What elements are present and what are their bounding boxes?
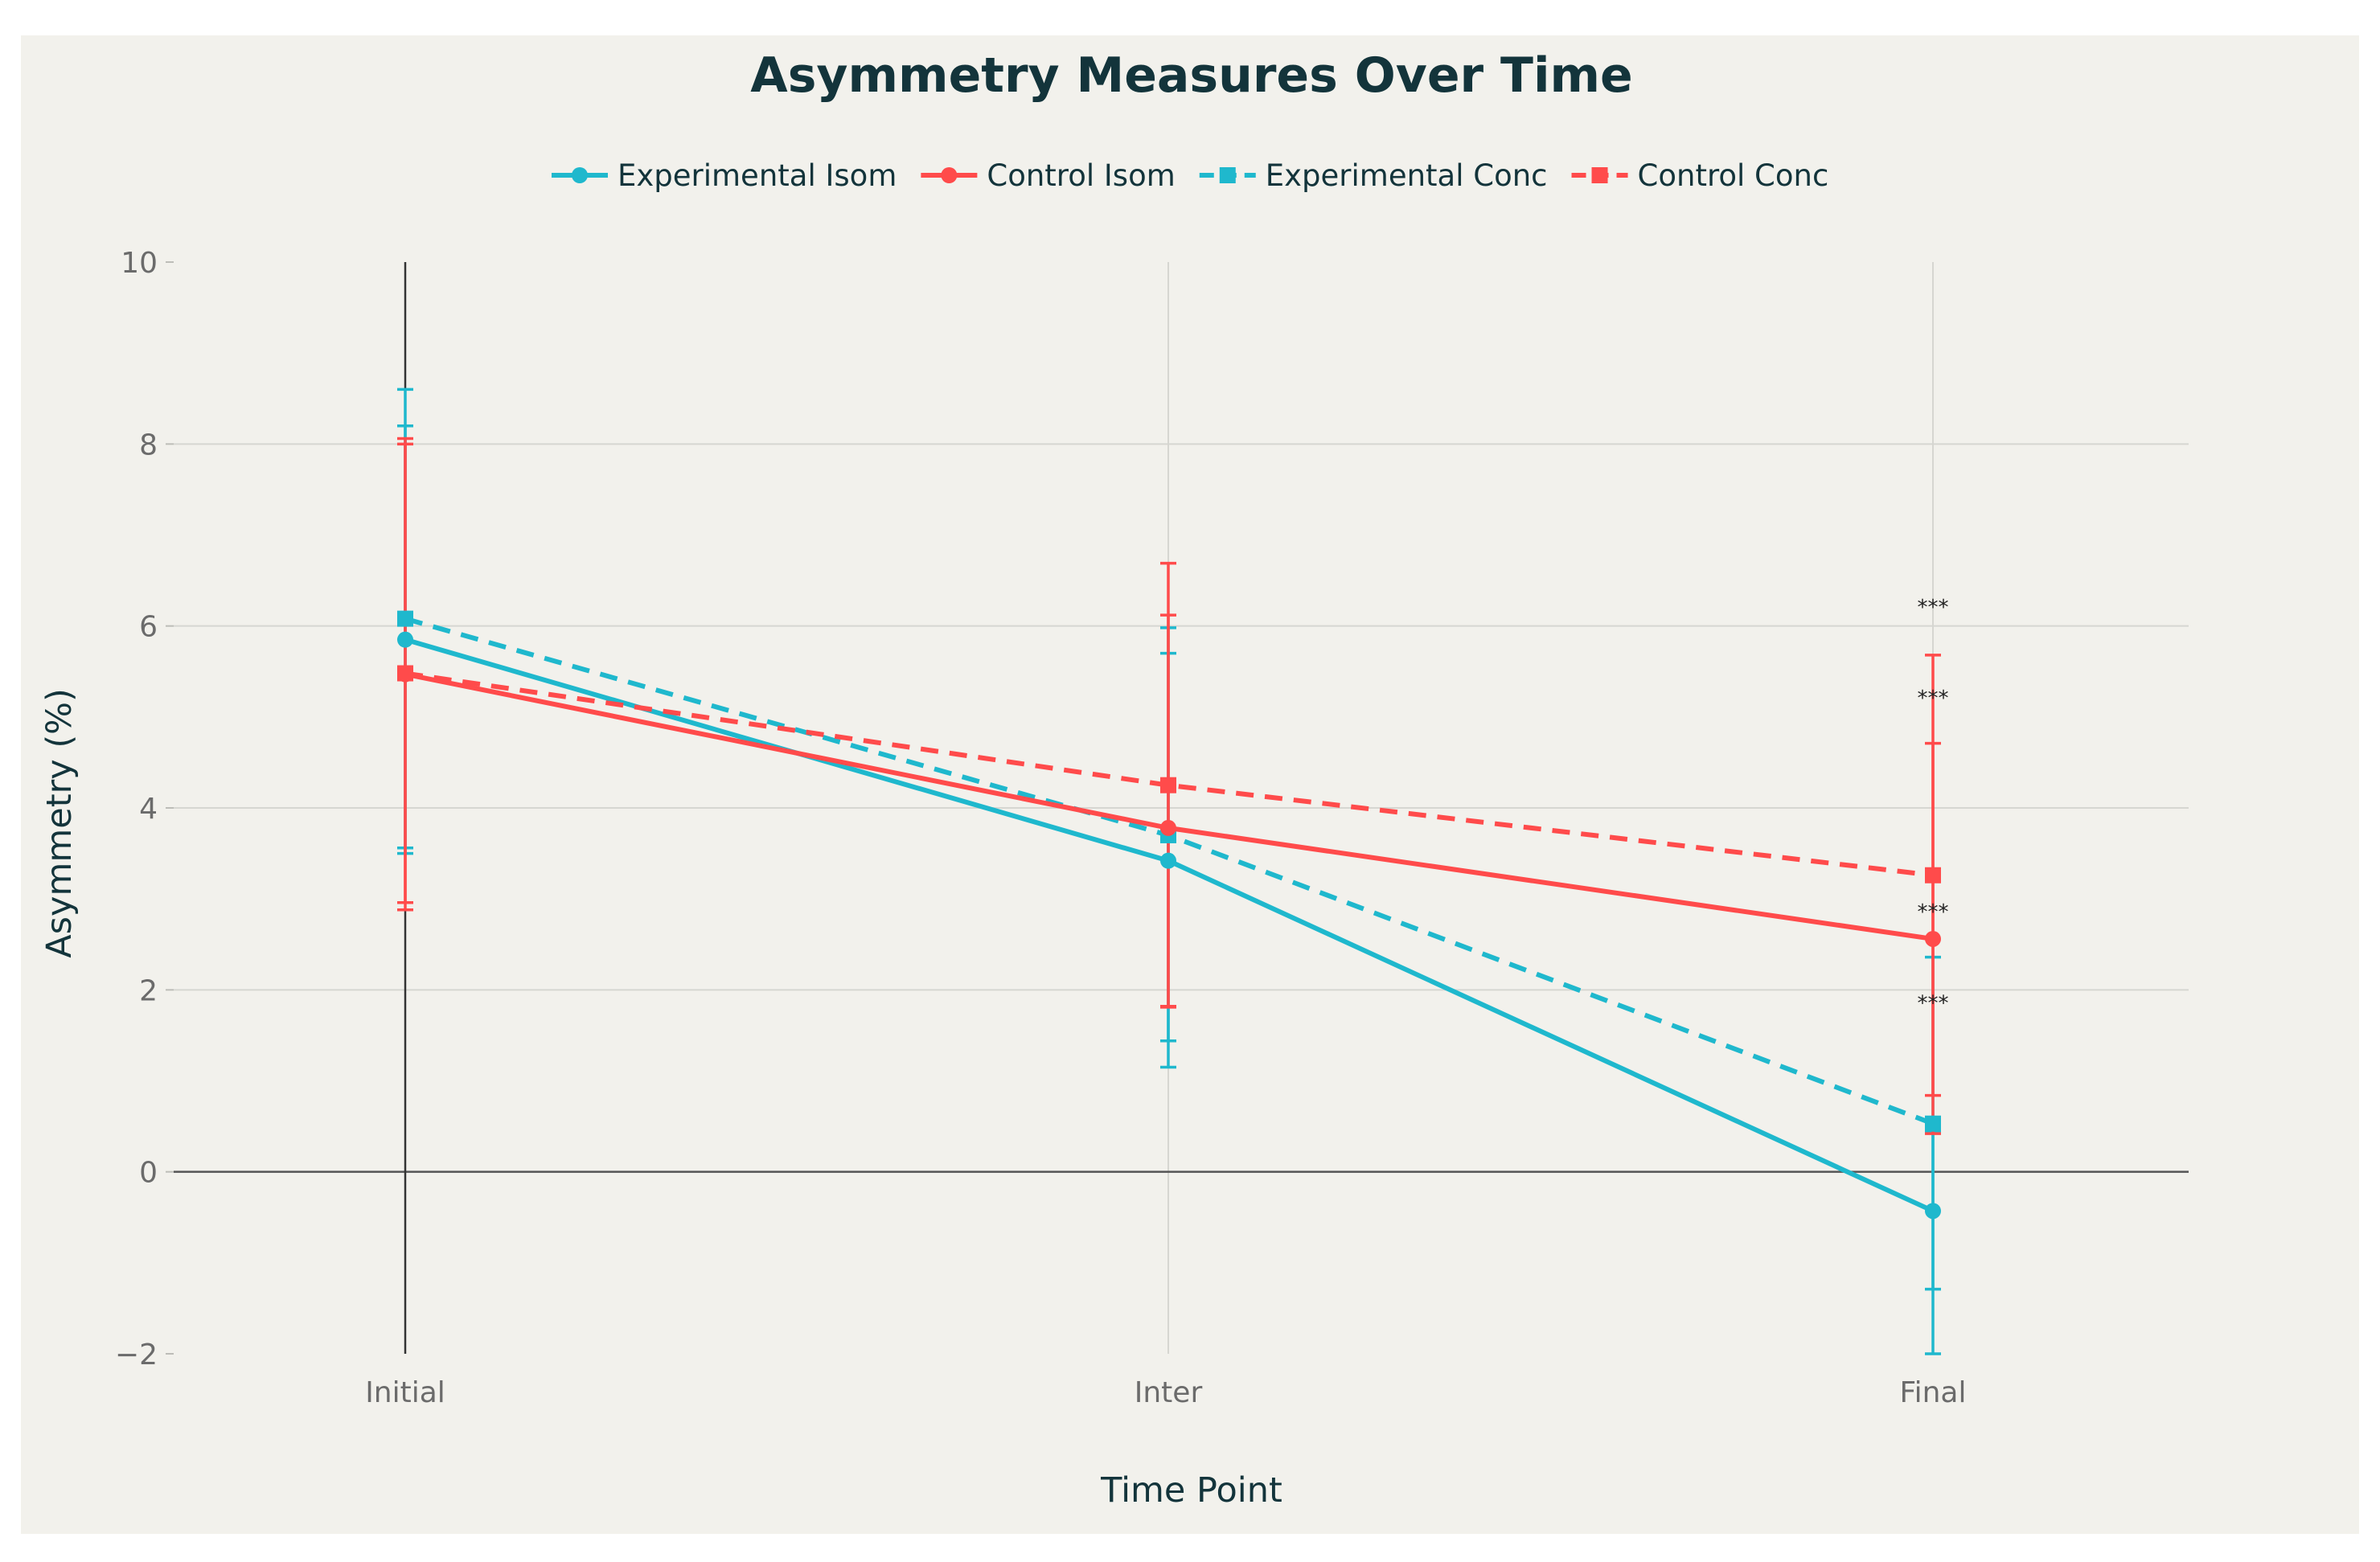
legend-item-experimental-isom: Experimental Isom — [552, 158, 897, 193]
legend-item-control-conc: Control Conc — [1571, 158, 1829, 193]
legend-marker — [1591, 167, 1608, 183]
legend-marker — [941, 167, 958, 183]
series-line-control-conc — [404, 670, 1934, 878]
data-point-experimental-conc — [397, 610, 413, 627]
chart-title: Asymmetry Measures Over Time — [750, 47, 1632, 104]
legend-label: Control Conc — [1638, 158, 1829, 193]
plot-area — [397, 387, 1941, 1355]
legend-item-control-isom: Control Isom — [921, 158, 1176, 193]
x-tick-label: Inter — [1135, 1376, 1203, 1409]
legend-label: Experimental Isom — [618, 158, 897, 193]
legend-marker — [1219, 167, 1236, 183]
chart-card: Asymmetry Measures Over Time Experimenta… — [21, 35, 2359, 1534]
y-tick-label: 8 — [139, 428, 158, 461]
data-point-experimental-isom — [1925, 1203, 1941, 1220]
data-point-control-conc — [1160, 777, 1176, 793]
y-tick-label: 2 — [139, 974, 158, 1007]
significance-annotation: *** — [1918, 687, 1949, 711]
y-tick-label: 10 — [121, 247, 158, 280]
legend-item-experimental-conc: Experimental Conc — [1199, 158, 1548, 193]
x-tick-label: Initial — [365, 1376, 445, 1409]
y-axis-title: Asymmetry (%) — [39, 688, 80, 958]
x-tick-label: Final — [1900, 1376, 1967, 1409]
data-point-control-conc — [1925, 867, 1941, 883]
significance-annotation: *** — [1918, 596, 1949, 620]
legend-marker — [572, 167, 588, 183]
chart-svg: Asymmetry Measures Over Time Experimenta… — [39, 47, 2189, 1511]
significance-annotation: *** — [1918, 900, 1949, 924]
legend-label: Control Isom — [987, 158, 1175, 193]
y-tick-label: 0 — [139, 1157, 158, 1190]
data-point-control-isom — [1160, 819, 1176, 836]
annotations: *** *** *** *** — [1918, 596, 1949, 1015]
data-point-control-conc — [397, 665, 413, 682]
y-tick-label: −2 — [115, 1339, 158, 1371]
y-tick-label: 4 — [139, 793, 158, 826]
legend: Experimental Isom Control Isom Experimenta… — [552, 158, 1828, 193]
axes: −2 0 2 4 6 8 10 Initial Inter Final — [115, 247, 2189, 1409]
data-point-experimental-conc — [1925, 1115, 1941, 1132]
data-point-experimental-isom — [397, 631, 413, 648]
data-point-control-isom — [1925, 930, 1941, 947]
y-tick-label: 6 — [139, 611, 158, 644]
x-axis-title: Time Point — [1100, 1470, 1282, 1511]
data-point-experimental-isom — [1160, 852, 1176, 869]
significance-annotation: *** — [1918, 991, 1949, 1015]
legend-label: Experimental Conc — [1266, 158, 1548, 193]
